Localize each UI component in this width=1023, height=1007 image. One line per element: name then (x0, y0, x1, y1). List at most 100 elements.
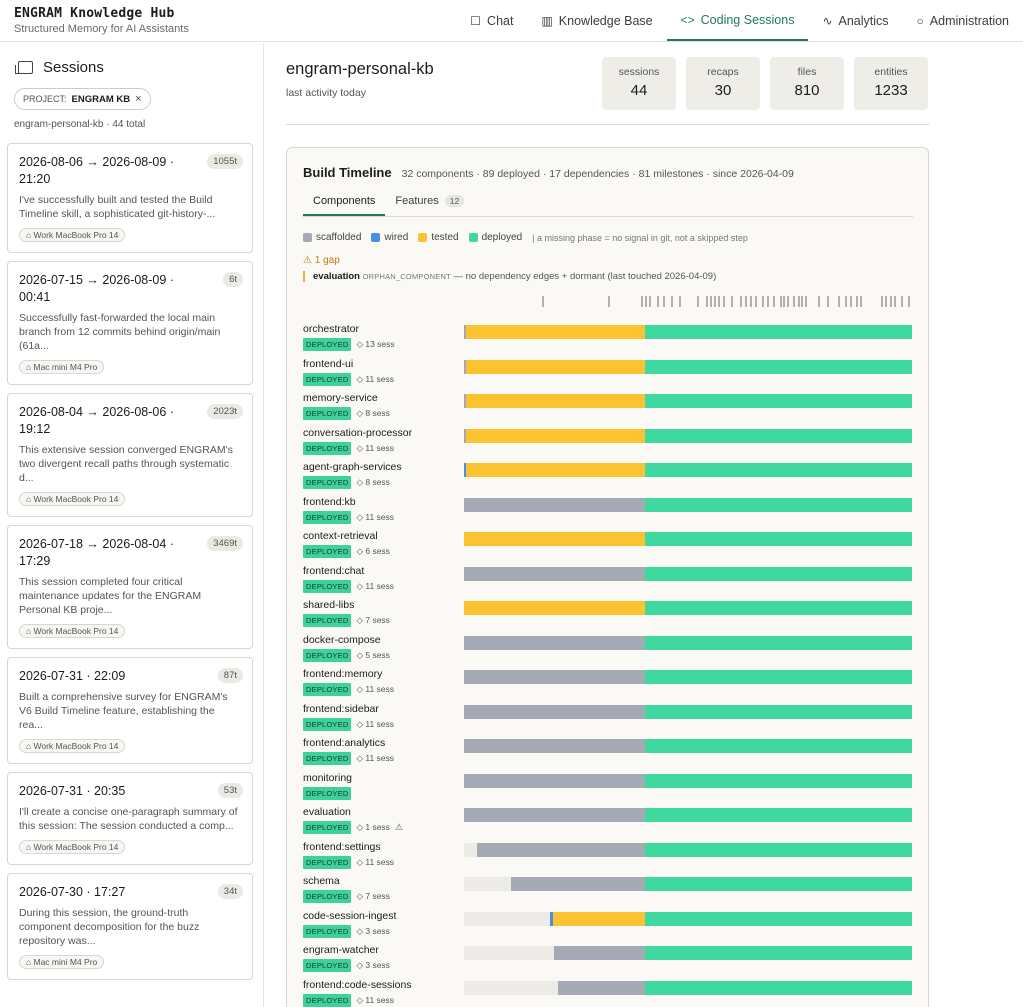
component-row[interactable]: code-session-ingest DEPLOYED ◇ 3 sess (303, 910, 915, 945)
token-badge: 87t (217, 668, 243, 683)
close-icon[interactable]: × (135, 93, 142, 105)
milestone-tick (755, 296, 757, 307)
session-summary: Built a comprehensive survey for ENGRAM'… (19, 691, 228, 731)
phase-tested (464, 601, 646, 615)
nav-administration[interactable]: ○ Administration (903, 0, 1023, 41)
phase-bar[interactable] (464, 359, 912, 374)
phase-bar[interactable] (464, 877, 912, 891)
phase-bar[interactable] (464, 463, 912, 477)
phase-deployed (645, 566, 912, 581)
phase-bar[interactable] (464, 497, 912, 512)
nav-analytics[interactable]: ∿ Analytics (808, 0, 902, 41)
component-row[interactable]: evaluation DEPLOYED ◇ 1 sess ⚠ (303, 806, 915, 841)
milestone-tick (767, 296, 769, 307)
component-name: context-retrieval (303, 530, 378, 542)
component-row[interactable]: frontend:code-sessions DEPLOYED ◇ 11 sess (303, 979, 915, 1007)
component-row[interactable]: schema DEPLOYED ◇ 7 sess (303, 875, 915, 910)
milestone-tick (885, 296, 887, 307)
tab-components[interactable]: Components (303, 190, 386, 216)
component-row[interactable]: context-retrieval DEPLOYED ◇ 6 sess (303, 530, 915, 565)
device-tag: ⌂ Work MacBook Pro 14 (19, 840, 126, 854)
session-card[interactable]: 2026-07-31 · 22:09 87t Built a comprehensi… (7, 657, 253, 764)
session-date: 2026-07-31 · 22:09 (19, 669, 126, 683)
phase-bar[interactable] (464, 842, 912, 857)
session-card[interactable]: 2026-07-18 → 2026-08-04 · 17:29 3469t This… (7, 525, 253, 649)
code-icon: <> (680, 12, 695, 27)
token-badge: 34t (217, 884, 243, 899)
deployed-badge: DEPLOYED (303, 441, 352, 455)
phase-bar[interactable] (464, 808, 912, 822)
component-row[interactable]: frontend:memory DEPLOYED ◇ 11 sess (303, 668, 915, 703)
component-name: frontend:kb (303, 495, 356, 508)
phase-deployed (645, 877, 912, 891)
component-row[interactable]: memory-service DEPLOYED ◇ 8 sess (303, 392, 915, 427)
component-row[interactable]: frontend:settings DEPLOYED ◇ 11 sess (303, 841, 915, 876)
component-row[interactable]: docker-compose DEPLOYED ◇ 5 sess (303, 634, 915, 669)
session-summary: During this session, the ground-truth co… (19, 907, 200, 947)
session-card[interactable]: 2026-07-31 · 20:35 53t I'll create a conci… (7, 772, 253, 865)
phase-empty (464, 911, 551, 926)
legend-tested: tested (418, 232, 459, 243)
component-row[interactable]: frontend-ui DEPLOYED ◇ 11 sess (303, 358, 915, 393)
phase-bar[interactable] (464, 980, 912, 995)
tab-features[interactable]: Features 12 (385, 190, 474, 216)
phase-deployed (645, 428, 912, 443)
nav-chat[interactable]: ☐ Chat (456, 0, 527, 41)
component-meta: DEPLOYED ◇ 11 sess (303, 993, 394, 1007)
phase-bar[interactable] (464, 773, 912, 788)
milestone-tick (890, 296, 892, 307)
session-summary: This session completed four critical mai… (19, 576, 202, 616)
component-row[interactable]: orchestrator DEPLOYED ◇ 13 sess (303, 323, 915, 358)
phase-bar[interactable] (464, 566, 912, 581)
milestone-tick (697, 296, 699, 307)
component-row[interactable]: shared-libs DEPLOYED ◇ 7 sess (303, 599, 915, 634)
component-name: frontend:settings (303, 840, 381, 853)
phase-deployed (645, 394, 912, 408)
component-row[interactable]: frontend:chat DEPLOYED ◇ 11 sess (303, 565, 915, 600)
phase-bar[interactable] (464, 739, 912, 753)
phase-bar[interactable] (464, 532, 912, 546)
legend-scaffolded: scaffolded (303, 232, 361, 243)
milestone-tick (860, 296, 862, 307)
phase-bar[interactable] (464, 635, 912, 650)
phase-bar[interactable] (464, 670, 912, 684)
legend-swatch (418, 233, 428, 242)
phase-bar[interactable] (464, 946, 912, 960)
phase-bar[interactable] (464, 428, 912, 443)
session-date: 2026-08-06 → 2026-08-09 · 21:20 (19, 155, 174, 186)
component-row[interactable]: frontend:analytics DEPLOYED ◇ 11 sess (303, 737, 915, 772)
session-count: ◇ 11 sess (356, 718, 395, 729)
component-row[interactable]: monitoring DEPLOYED (303, 772, 915, 807)
nav-label: Chat (487, 13, 514, 28)
component-meta: DEPLOYED ◇ 11 sess (303, 579, 394, 593)
session-card[interactable]: 2026-08-04 → 2026-08-06 · 19:12 2023t This… (7, 393, 253, 517)
phase-bar[interactable] (464, 325, 912, 339)
component-row[interactable]: frontend:sidebar DEPLOYED ◇ 11 sess (303, 703, 915, 738)
session-card[interactable]: 2026-08-06 → 2026-08-09 · 21:20 1055t I've… (7, 143, 253, 253)
phase-bar[interactable] (464, 394, 912, 408)
component-row[interactable]: agent-graph-services DEPLOYED ◇ 8 sess (303, 461, 915, 496)
milestone-tick (780, 296, 782, 307)
nav-knowledge-base[interactable]: ▥ Knowledge Base (527, 0, 666, 41)
milestone-tick (740, 296, 742, 307)
component-row[interactable]: engram-watcher DEPLOYED ◇ 3 sess (303, 944, 915, 979)
deployed-badge: DEPLOYED (303, 717, 352, 731)
component-name: orchestrator (303, 323, 360, 335)
session-count: ◇ 1 sess (356, 822, 390, 832)
phase-bar[interactable] (464, 601, 912, 615)
brand[interactable]: ENGRAM Knowledge Hub Structured Memory f… (14, 6, 189, 35)
nav-coding-sessions[interactable]: <> Coding Sessions (666, 0, 809, 41)
gap-warning[interactable]: ⚠ 1 gap (303, 255, 340, 266)
activity-icon: ∿ (822, 13, 833, 28)
session-card[interactable]: 2026-07-30 · 17:27 34t During this session… (7, 873, 253, 980)
session-card[interactable]: 2026-07-15 → 2026-08-09 · 00:41 6t Success… (7, 261, 253, 385)
milestone-tick (679, 296, 681, 307)
phase-bar[interactable] (464, 911, 912, 926)
component-row[interactable]: frontend:kb DEPLOYED ◇ 11 sess (303, 496, 915, 531)
project-filter-chip[interactable]: PROJECT: ENGRAM KB × (14, 88, 151, 110)
phase-bar[interactable] (464, 704, 912, 719)
component-name: frontend:code-sessions (303, 978, 412, 991)
phase-deployed (645, 911, 912, 926)
component-row[interactable]: conversation-processor DEPLOYED ◇ 11 sess (303, 427, 915, 462)
session-count: ◇ 11 sess (356, 856, 395, 867)
